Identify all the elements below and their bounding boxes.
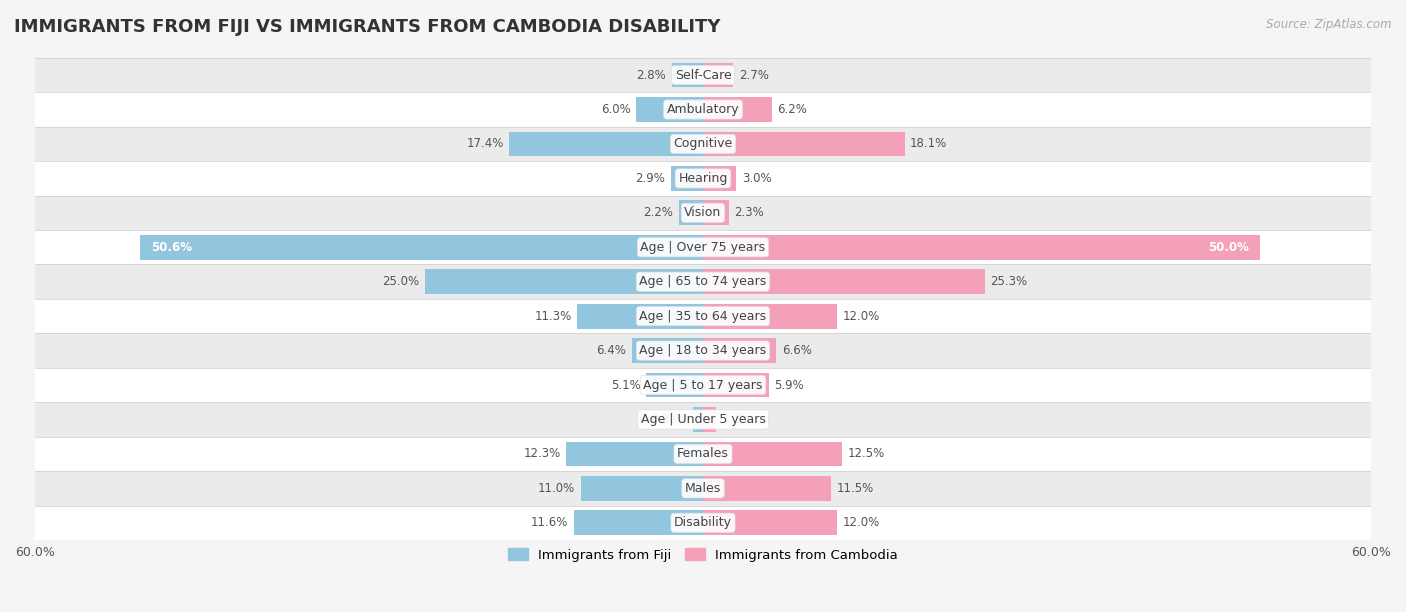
Bar (574, 510, 703, 535)
Bar (567, 441, 703, 466)
Text: 5.1%: 5.1% (610, 379, 641, 392)
Bar (636, 97, 703, 122)
Text: 2.9%: 2.9% (636, 172, 665, 185)
Bar (35, 196, 1371, 230)
Bar (35, 92, 1371, 127)
Bar (703, 269, 984, 294)
Text: 1.2%: 1.2% (721, 413, 752, 426)
Text: Disability: Disability (673, 517, 733, 529)
Text: 2.3%: 2.3% (734, 206, 763, 219)
Text: Age | 5 to 17 years: Age | 5 to 17 years (644, 379, 762, 392)
Bar (509, 132, 703, 156)
Text: 17.4%: 17.4% (467, 138, 503, 151)
Bar (703, 407, 717, 432)
Text: Vision: Vision (685, 206, 721, 219)
Bar (693, 407, 703, 432)
Text: 12.0%: 12.0% (842, 310, 879, 323)
Text: Source: ZipAtlas.com: Source: ZipAtlas.com (1267, 18, 1392, 31)
Bar (703, 200, 728, 225)
Text: 11.5%: 11.5% (837, 482, 875, 495)
Text: 6.4%: 6.4% (596, 344, 626, 357)
Bar (581, 476, 703, 501)
Bar (703, 373, 769, 397)
Text: 6.0%: 6.0% (600, 103, 631, 116)
Text: 5.9%: 5.9% (775, 379, 804, 392)
Text: Ambulatory: Ambulatory (666, 103, 740, 116)
Bar (703, 235, 1260, 259)
Text: Males: Males (685, 482, 721, 495)
Bar (35, 58, 1371, 92)
Text: 50.6%: 50.6% (150, 241, 191, 254)
Text: 12.5%: 12.5% (848, 447, 884, 460)
Text: 2.2%: 2.2% (643, 206, 673, 219)
Text: 18.1%: 18.1% (910, 138, 948, 151)
Text: 50.0%: 50.0% (1208, 241, 1249, 254)
Text: Age | 65 to 74 years: Age | 65 to 74 years (640, 275, 766, 288)
Bar (703, 476, 831, 501)
Bar (703, 97, 772, 122)
Bar (703, 510, 837, 535)
Text: IMMIGRANTS FROM FIJI VS IMMIGRANTS FROM CAMBODIA DISABILITY: IMMIGRANTS FROM FIJI VS IMMIGRANTS FROM … (14, 18, 720, 36)
Bar (425, 269, 703, 294)
Bar (578, 304, 703, 329)
Text: Females: Females (678, 447, 728, 460)
Text: Age | 18 to 34 years: Age | 18 to 34 years (640, 344, 766, 357)
Text: Self-Care: Self-Care (675, 69, 731, 81)
Bar (703, 132, 904, 156)
Bar (703, 338, 776, 363)
Bar (139, 235, 703, 259)
Bar (35, 264, 1371, 299)
Bar (35, 437, 1371, 471)
Text: Age | 35 to 64 years: Age | 35 to 64 years (640, 310, 766, 323)
Bar (35, 334, 1371, 368)
Bar (703, 441, 842, 466)
Text: 11.6%: 11.6% (531, 517, 568, 529)
Bar (672, 62, 703, 88)
Bar (35, 506, 1371, 540)
Bar (35, 402, 1371, 437)
Bar (35, 471, 1371, 506)
Bar (703, 62, 733, 88)
Text: 25.3%: 25.3% (990, 275, 1028, 288)
Text: 0.92%: 0.92% (650, 413, 688, 426)
Text: 11.3%: 11.3% (534, 310, 572, 323)
Text: Hearing: Hearing (678, 172, 728, 185)
Text: Cognitive: Cognitive (673, 138, 733, 151)
Bar (703, 304, 837, 329)
Bar (647, 373, 703, 397)
Text: Age | Over 75 years: Age | Over 75 years (641, 241, 765, 254)
Text: 6.2%: 6.2% (778, 103, 807, 116)
Text: 2.8%: 2.8% (637, 69, 666, 81)
Text: 3.0%: 3.0% (742, 172, 772, 185)
Bar (631, 338, 703, 363)
Bar (679, 200, 703, 225)
Text: 2.7%: 2.7% (738, 69, 769, 81)
Bar (703, 166, 737, 191)
Bar (35, 368, 1371, 402)
Text: 12.3%: 12.3% (523, 447, 561, 460)
Text: Age | Under 5 years: Age | Under 5 years (641, 413, 765, 426)
Text: 11.0%: 11.0% (537, 482, 575, 495)
Legend: Immigrants from Fiji, Immigrants from Cambodia: Immigrants from Fiji, Immigrants from Ca… (503, 543, 903, 567)
Text: 6.6%: 6.6% (782, 344, 811, 357)
Bar (35, 127, 1371, 161)
Bar (671, 166, 703, 191)
Text: 12.0%: 12.0% (842, 517, 879, 529)
Bar (35, 161, 1371, 196)
Bar (35, 230, 1371, 264)
Bar (35, 299, 1371, 334)
Text: 25.0%: 25.0% (382, 275, 419, 288)
